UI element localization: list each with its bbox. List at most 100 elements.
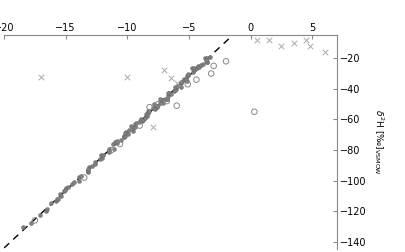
- Point: [106, 150, 112, 154]
- Point: [84, 169, 91, 173]
- Point: [184, 82, 191, 86]
- Point: [81, 176, 87, 180]
- Point: [204, 56, 210, 60]
- Point: [132, 125, 138, 130]
- Point: [188, 66, 195, 70]
- Point: [163, 99, 170, 103]
- Point: [302, 38, 309, 42]
- Point: [141, 116, 148, 120]
- Point: [193, 78, 199, 82]
- Point: [277, 44, 284, 48]
- Point: [121, 135, 128, 139]
- Point: [65, 185, 71, 189]
- Point: [173, 84, 180, 88]
- Point: [43, 207, 50, 211]
- Point: [75, 179, 81, 183]
- Point: [129, 129, 136, 133]
- Point: [183, 74, 190, 78]
- Point: [92, 160, 98, 164]
- Point: [203, 60, 209, 64]
- Point: [203, 60, 209, 64]
- Point: [139, 117, 146, 121]
- Point: [32, 218, 38, 223]
- Point: [126, 128, 132, 132]
- Point: [113, 139, 120, 143]
- Point: [163, 97, 170, 101]
- Point: [183, 79, 190, 83]
- Point: [222, 59, 229, 63]
- Point: [92, 162, 98, 166]
- Point: [177, 80, 183, 84]
- Point: [167, 76, 173, 80]
- Point: [127, 124, 134, 128]
- Point: [202, 58, 209, 62]
- Point: [177, 81, 183, 85]
- Point: [156, 101, 163, 105]
- Point: [124, 75, 130, 79]
- Point: [202, 56, 208, 60]
- Point: [195, 64, 201, 68]
- Point: [146, 105, 152, 109]
- Point: [149, 125, 156, 129]
- Point: [120, 134, 127, 138]
- Point: [137, 118, 144, 122]
- Point: [60, 189, 67, 193]
- Point: [84, 170, 91, 174]
- Point: [122, 131, 128, 135]
- Point: [36, 213, 43, 217]
- Point: [321, 50, 327, 54]
- Point: [54, 197, 61, 201]
- Point: [164, 91, 171, 95]
- Point: [191, 66, 197, 70]
- Point: [143, 112, 149, 116]
- Point: [206, 55, 213, 59]
- Point: [99, 156, 105, 160]
- Point: [171, 88, 177, 92]
- Point: [116, 142, 123, 146]
- Point: [108, 148, 114, 152]
- Point: [110, 142, 116, 146]
- Point: [185, 73, 191, 77]
- Point: [110, 147, 117, 151]
- Point: [52, 199, 59, 203]
- Point: [157, 97, 163, 101]
- Point: [153, 104, 160, 108]
- Point: [28, 221, 34, 225]
- Point: [53, 197, 60, 201]
- Point: [85, 167, 91, 171]
- Point: [145, 111, 151, 115]
- Point: [164, 94, 171, 98]
- Point: [132, 122, 139, 126]
- Point: [168, 91, 174, 96]
- Point: [265, 38, 272, 42]
- Point: [76, 175, 82, 179]
- Point: [193, 66, 200, 70]
- Point: [136, 120, 142, 124]
- Point: [149, 106, 156, 110]
- Point: [190, 68, 197, 72]
- Point: [290, 41, 296, 45]
- Y-axis label: $\delta^{2}$H [‰]$_\mathsf{VSMOW}$: $\delta^{2}$H [‰]$_\mathsf{VSMOW}$: [371, 109, 385, 175]
- Point: [182, 77, 188, 81]
- Point: [100, 153, 106, 157]
- Point: [63, 185, 69, 190]
- Point: [162, 97, 168, 101]
- Point: [86, 165, 92, 169]
- Point: [243, 18, 250, 22]
- Point: [306, 44, 312, 48]
- Point: [170, 88, 176, 92]
- Point: [120, 136, 126, 140]
- Point: [180, 78, 186, 82]
- Point: [190, 70, 196, 74]
- Point: [105, 149, 111, 153]
- Point: [62, 188, 68, 192]
- Point: [70, 180, 77, 184]
- Point: [207, 72, 214, 76]
- Point: [210, 64, 216, 68]
- Point: [145, 109, 152, 113]
- Point: [155, 102, 161, 106]
- Point: [129, 125, 136, 130]
- Point: [96, 157, 102, 161]
- Point: [154, 105, 160, 109]
- Point: [173, 104, 179, 108]
